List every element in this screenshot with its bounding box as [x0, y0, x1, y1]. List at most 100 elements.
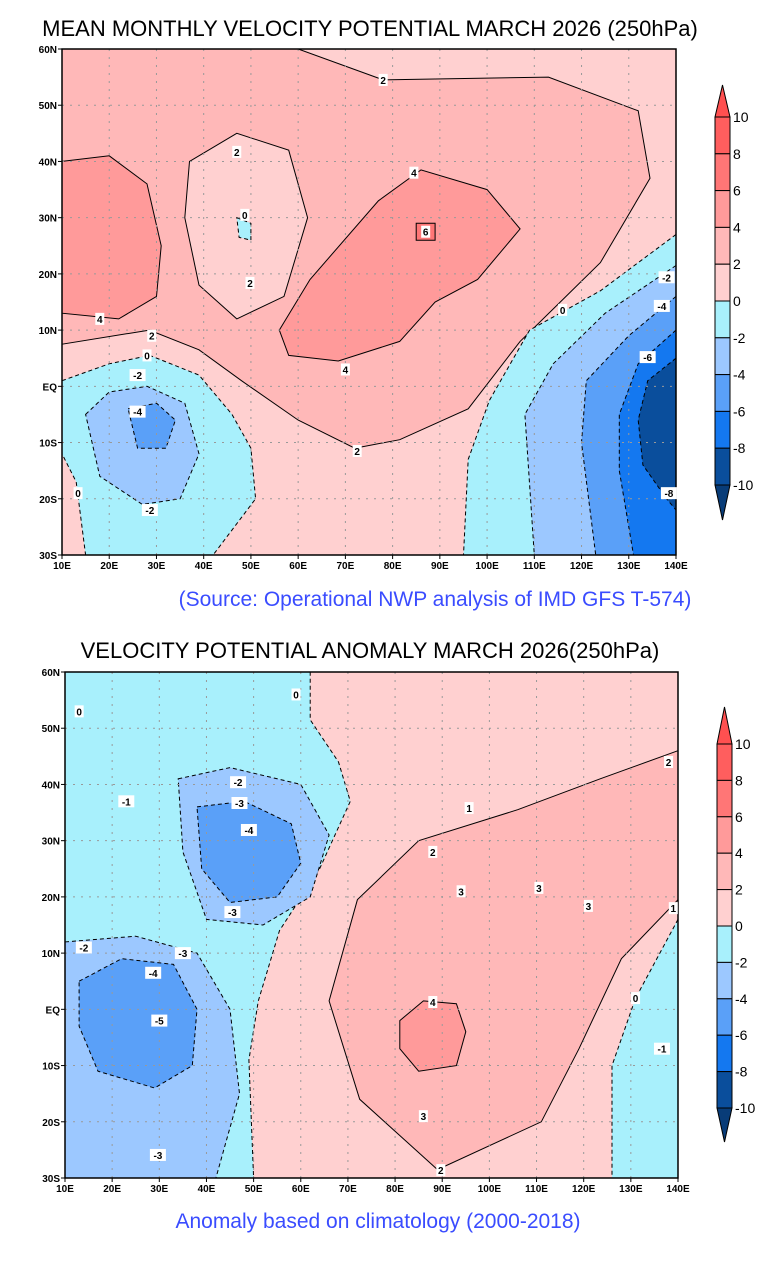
lat-tick-label: 50N	[42, 724, 60, 735]
lat-tick-label: 30S	[42, 1174, 60, 1185]
contour-label-bg	[149, 1148, 166, 1161]
lat-tick-label: 40N	[39, 157, 57, 168]
contour-label-bg	[653, 299, 670, 312]
shaded-region	[236, 216, 252, 241]
colorbar-segment	[716, 925, 733, 963]
contour-label-bg	[240, 823, 257, 836]
contour-label: -1	[658, 1045, 667, 1056]
panel-2-title: VELOCITY POTENTIAL ANOMALY MARCH 2026(25…	[81, 638, 660, 663]
lon-tick-label: 60E	[292, 1184, 310, 1195]
contour-label: 1	[671, 904, 677, 915]
contour-label-bg	[668, 902, 678, 915]
contour-label-bg	[428, 845, 438, 858]
colorbar-segment	[714, 374, 731, 412]
contour-label: 3	[536, 884, 542, 895]
contour-label: 2	[430, 848, 436, 859]
contour-label: -2	[234, 778, 243, 789]
colorbar-label: -8	[735, 1064, 748, 1080]
lon-tick-label: 120E	[570, 561, 594, 572]
lat-tick-label: 20S	[39, 495, 57, 506]
contour-label-bg	[340, 363, 350, 376]
contour-label: -3	[178, 949, 187, 960]
lat-tick-label: 30S	[39, 551, 57, 562]
colorbar-top-arrow	[716, 706, 733, 745]
shaded-region	[196, 800, 302, 904]
lon-tick-label: 110E	[523, 561, 546, 572]
contour-label-bg	[231, 796, 248, 809]
lon-tick-label: 60E	[289, 561, 307, 572]
contour-label-bg	[583, 899, 593, 912]
contour-label-bg	[660, 487, 677, 500]
contour-label-bg	[129, 405, 146, 418]
lat-tick-label: 60N	[39, 45, 57, 56]
contour-label: 2	[380, 76, 386, 87]
contour-label-bg	[558, 303, 568, 316]
contour-label-bg	[421, 225, 431, 238]
contour-label-bg	[73, 487, 83, 500]
colorbar-label: 6	[735, 809, 743, 825]
colorbar-label: -4	[733, 367, 746, 383]
colorbar-label: -10	[735, 1100, 755, 1116]
contour-label-bg	[245, 276, 255, 289]
contour-label-bg	[378, 73, 388, 86]
contour-label-bg	[129, 369, 146, 382]
colorbar-segment	[714, 410, 731, 449]
shaded-region	[278, 169, 521, 362]
colorbar-label: 0	[733, 293, 741, 309]
colorbar-label: -8	[733, 440, 746, 456]
contour-label: -2	[133, 371, 142, 382]
panel-2-climatology-caption: Anomaly based on climatology (2000-2018)	[175, 1210, 580, 1233]
contour-label-bg	[118, 795, 135, 808]
panel-1-colorbar: 10 8 6 4 2 0 -2 -4 -6 -8 -10	[714, 84, 753, 521]
colorbar-label: 0	[735, 918, 743, 934]
lon-tick-label: 100E	[478, 1184, 502, 1195]
contour-label: 4	[343, 365, 349, 376]
lat-tick-label: 10S	[39, 439, 57, 450]
contour-label: 1	[466, 804, 472, 815]
contour-label-bg	[232, 145, 242, 158]
contour-label: -2	[145, 506, 154, 517]
contour-label: 2	[354, 447, 360, 458]
contour-label-bg	[230, 776, 247, 789]
lon-tick-label: 90E	[431, 561, 449, 572]
lat-tick-label: EQ	[46, 1005, 61, 1016]
contour-label: 3	[586, 902, 592, 913]
contour-label: 2	[234, 148, 240, 159]
colorbar-segment	[716, 889, 733, 927]
contour-label: -2	[662, 273, 671, 284]
contour-label: 0	[242, 211, 248, 222]
shaded-region	[78, 958, 198, 1089]
lat-tick-label: 60N	[42, 668, 60, 679]
colorbar-label: -6	[735, 1027, 748, 1043]
lat-tick-label: 50N	[39, 101, 57, 112]
colorbar-segment	[716, 1071, 733, 1109]
lon-tick-label: 90E	[433, 1184, 451, 1195]
lon-tick-label: 110E	[525, 1184, 548, 1195]
colorbar-segment	[714, 300, 731, 339]
contour-label: -3	[228, 908, 237, 919]
contour-label: -4	[149, 969, 158, 980]
contour-label: 3	[421, 1112, 427, 1123]
contour-label: -3	[153, 1151, 162, 1162]
panel-2-colorbar: 10 8 6 4 2 0 -2 -4 -6 -8 -10	[716, 706, 755, 1143]
lon-tick-label: 120E	[572, 1184, 596, 1195]
lon-tick-label: 100E	[475, 561, 499, 572]
lon-tick-label: 40E	[198, 1184, 216, 1195]
colorbar-label: 4	[735, 845, 743, 861]
contour-label-bg	[174, 947, 191, 960]
contour-label: -3	[235, 799, 244, 810]
panel-2-map: 0 0 -1 -2 -3 -4 1 2 2 3 3 3 1 -3 -2 -3 -4 -5 0 -1 4 3 2 -3 60N 50…	[42, 668, 690, 1195]
colorbar-label: -4	[735, 991, 748, 1007]
lon-tick-label: 70E	[339, 1184, 357, 1195]
map-frame	[64, 671, 679, 1179]
contour-label: 0	[560, 306, 566, 317]
colorbar-label: 10	[733, 109, 749, 125]
colorbar-segment	[714, 153, 731, 192]
contour-label: 0	[633, 994, 639, 1005]
contour-label-bg	[534, 881, 544, 894]
contour-label: -4	[657, 302, 666, 313]
contour-label-bg	[240, 208, 250, 221]
contour-label-bg	[151, 1014, 168, 1027]
lon-tick-label: 80E	[386, 1184, 404, 1195]
colorbar-segment	[714, 190, 731, 228]
